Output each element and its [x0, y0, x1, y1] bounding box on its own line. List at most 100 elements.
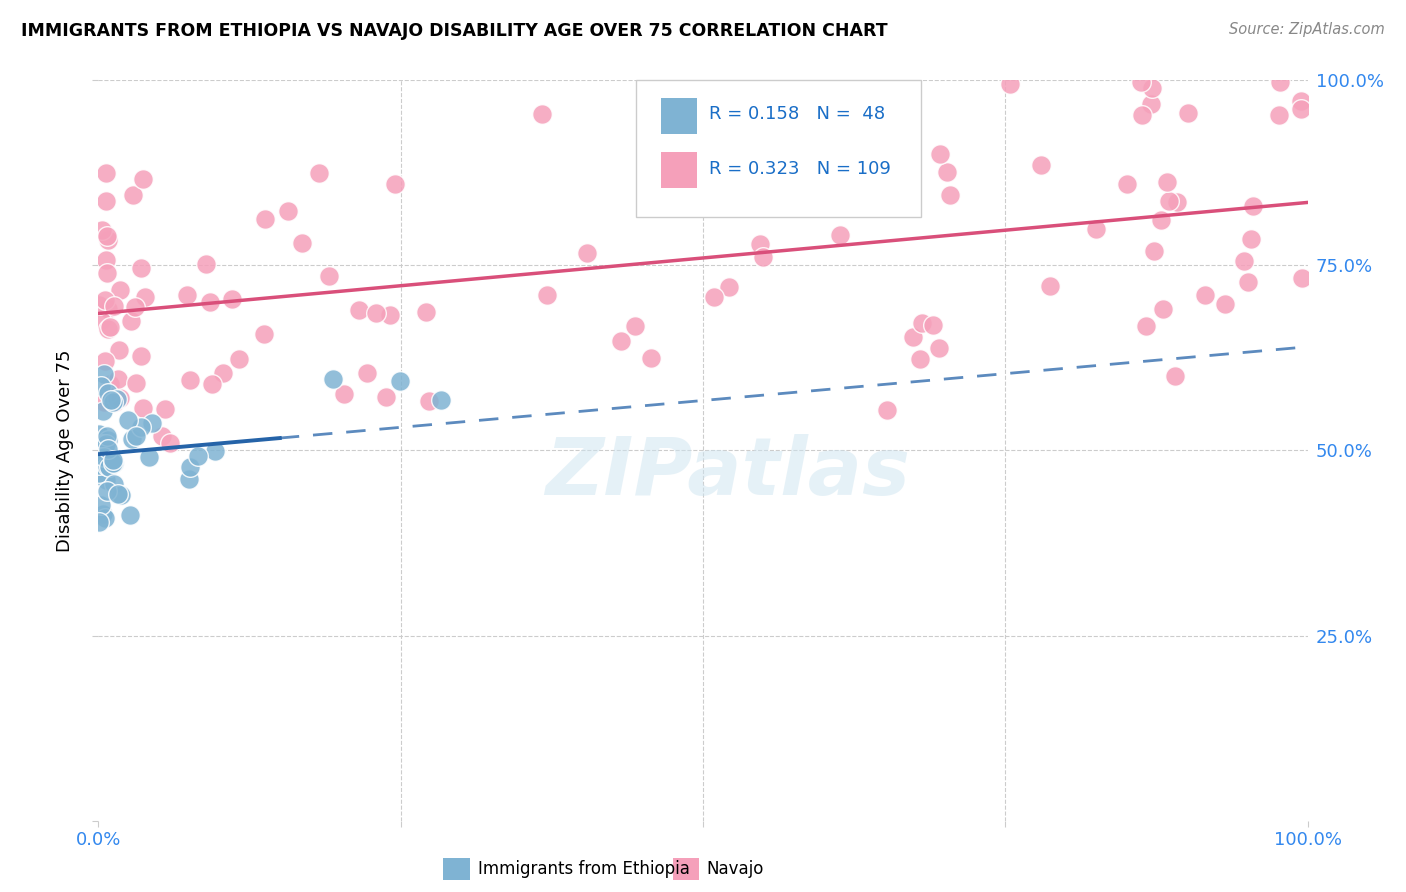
Point — [200, 295, 222, 310]
Point — [101, 453, 124, 467]
Point — [117, 413, 139, 427]
Point — [87, 515, 110, 529]
Point — [96, 459, 118, 474]
Point — [107, 487, 129, 501]
Point — [1194, 288, 1216, 302]
Point — [134, 290, 156, 304]
Point — [929, 147, 952, 161]
Point — [104, 395, 127, 409]
Point — [91, 438, 114, 452]
Point — [575, 245, 598, 260]
Point — [228, 352, 250, 367]
Point — [1177, 105, 1199, 120]
Point — [108, 392, 131, 406]
Point — [254, 211, 277, 226]
Point — [91, 404, 114, 418]
Point — [93, 394, 115, 409]
Point — [121, 433, 143, 447]
Point — [1130, 108, 1153, 122]
Point — [911, 316, 934, 330]
Point — [90, 379, 112, 393]
Point — [718, 280, 741, 294]
Point — [94, 510, 117, 524]
Point — [91, 508, 114, 522]
Point — [531, 107, 554, 121]
Point — [830, 228, 852, 243]
Point — [752, 250, 775, 264]
Point — [94, 354, 117, 368]
Text: R = 0.323   N = 109: R = 0.323 N = 109 — [709, 161, 891, 178]
Point — [1143, 244, 1166, 258]
Point — [98, 319, 121, 334]
Point — [910, 352, 932, 367]
Point — [1236, 275, 1258, 289]
Point — [93, 367, 115, 381]
Point — [703, 290, 725, 304]
Point — [97, 433, 120, 447]
Point — [1140, 96, 1163, 111]
Point — [94, 194, 117, 209]
Point — [1241, 199, 1264, 213]
Point — [141, 417, 163, 431]
Point — [177, 472, 200, 486]
Point — [132, 171, 155, 186]
Point — [125, 429, 148, 443]
Point — [100, 392, 122, 407]
Point — [96, 483, 118, 498]
Point — [97, 322, 120, 336]
Point — [1157, 194, 1180, 208]
Point — [89, 426, 111, 441]
Point — [322, 372, 344, 386]
Point — [889, 133, 911, 147]
Point — [922, 318, 945, 332]
Point — [374, 391, 396, 405]
Point — [96, 266, 118, 280]
Point — [903, 330, 925, 344]
Point — [936, 165, 959, 179]
Point — [103, 477, 125, 491]
Point — [103, 457, 125, 471]
Point — [1039, 279, 1062, 293]
Point — [291, 236, 314, 251]
Point — [90, 313, 112, 327]
Point — [110, 487, 132, 501]
Point — [120, 314, 142, 328]
Text: ZIPatlas: ZIPatlas — [544, 434, 910, 512]
Point — [928, 341, 950, 355]
Point — [610, 334, 633, 348]
Point — [150, 429, 173, 443]
Point — [131, 349, 153, 363]
Text: R = 0.158   N =  48: R = 0.158 N = 48 — [709, 105, 886, 123]
Point — [96, 428, 118, 442]
Point — [97, 459, 120, 474]
Point — [308, 166, 330, 180]
Point — [277, 203, 299, 218]
Point — [204, 443, 226, 458]
Point — [1164, 369, 1187, 384]
Point — [96, 253, 118, 268]
Y-axis label: Disability Age Over 75: Disability Age Over 75 — [56, 349, 75, 552]
Point — [221, 292, 243, 306]
Point — [87, 458, 110, 472]
Point — [384, 178, 406, 192]
Point — [1268, 108, 1291, 122]
Point — [1166, 194, 1188, 209]
Point — [1130, 74, 1153, 88]
Point — [415, 305, 437, 319]
Point — [91, 451, 114, 466]
Point — [749, 236, 772, 251]
Point — [90, 498, 112, 512]
Point — [153, 402, 176, 417]
Point — [103, 394, 125, 409]
Text: Immigrants from Ethiopia: Immigrants from Ethiopia — [478, 860, 690, 878]
Point — [94, 293, 117, 307]
Point — [91, 223, 114, 237]
Point — [418, 394, 440, 409]
Point — [124, 301, 146, 315]
Point — [349, 303, 371, 318]
Point — [939, 188, 962, 202]
Point — [122, 187, 145, 202]
Point — [107, 372, 129, 386]
Point — [1156, 175, 1178, 189]
Point — [389, 374, 412, 388]
